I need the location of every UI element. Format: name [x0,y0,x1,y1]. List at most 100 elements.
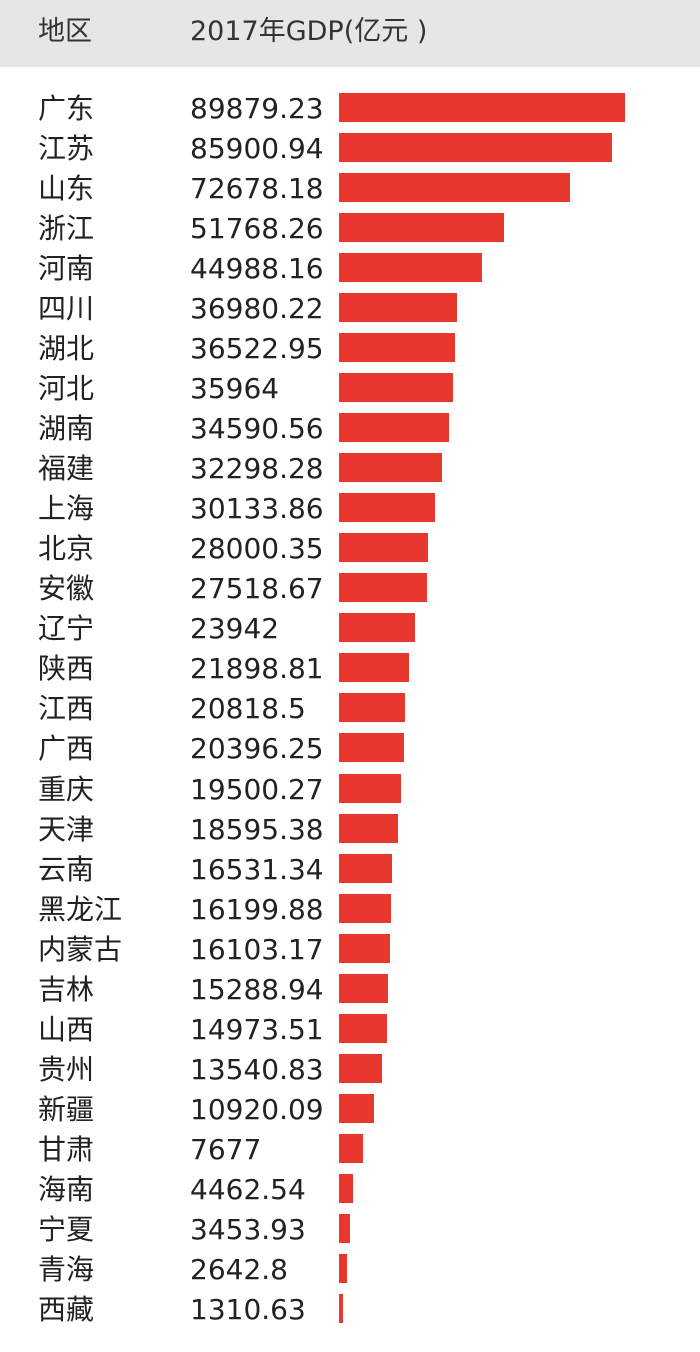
gdp-value-label: 21898.81 [190,652,324,686]
region-label: 北京 [38,532,95,566]
gdp-bar [339,293,457,323]
gdp-value-label: 34590.56 [190,412,324,446]
gdp-bar [339,373,454,403]
chart-row: 山西 14973.51 [0,1010,700,1050]
gdp-bar [339,733,404,763]
region-label: 山东 [38,172,95,206]
gdp-value-label: 3453.93 [190,1212,306,1246]
gdp-column-header: 2017年GDP(亿元 ) [190,16,428,47]
gdp-value-label: 36522.95 [190,332,324,366]
region-label: 天津 [38,812,95,846]
chart-row: 内蒙古 16103.17 [0,930,700,970]
gdp-value-label: 20818.5 [190,692,306,726]
chart-row: 西藏 1310.63 [0,1290,700,1330]
gdp-value-label: 14973.51 [190,1012,324,1046]
region-label: 山西 [38,1012,95,1046]
gdp-bar [339,453,442,483]
gdp-bar [339,253,483,283]
region-label: 湖北 [38,332,95,366]
gdp-bar [339,133,613,163]
chart-row: 湖南 34590.56 [0,409,700,449]
chart-row: 陕西 21898.81 [0,649,700,689]
region-label: 陕西 [38,652,95,686]
region-label: 浙江 [38,212,95,246]
gdp-value-label: 89879.23 [190,92,324,125]
gdp-bar [339,1293,344,1323]
gdp-bar [339,173,571,203]
gdp-value-label: 27518.67 [190,572,324,606]
gdp-value-label: 44988.16 [190,252,324,286]
gdp-bar [339,893,391,923]
gdp-bar [339,853,392,883]
region-label: 广西 [38,732,95,766]
gdp-bar [339,1133,364,1163]
chart-row: 山东 72678.18 [0,169,700,209]
gdp-bar [339,973,388,1003]
chart-row: 辽宁 23942 [0,609,700,649]
gdp-value-label: 2642.8 [190,1252,288,1286]
gdp-bar [339,773,402,803]
region-label: 辽宁 [38,612,95,646]
gdp-bar [339,413,450,443]
gdp-bar [339,1253,348,1283]
gdp-value-label: 7677 [190,1132,262,1166]
gdp-value-label: 13540.83 [190,1052,324,1086]
region-label: 广东 [38,92,95,125]
gdp-value-label: 85900.94 [190,132,324,166]
chart-row: 云南 16531.34 [0,850,700,890]
gdp-bar [339,493,435,523]
chart-row: 海南 4462.54 [0,1170,700,1210]
chart-row: 上海 30133.86 [0,489,700,529]
gdp-value-label: 19500.27 [190,772,324,806]
region-label: 上海 [38,492,95,526]
region-label: 西藏 [38,1292,95,1326]
gdp-value-label: 30133.86 [190,492,324,526]
gdp-bar [339,653,409,683]
gdp-bar [339,1093,374,1123]
region-label: 青海 [38,1252,95,1286]
gdp-bar [339,1173,354,1203]
chart-row: 广东 89879.23 [0,89,700,129]
gdp-bar [339,1053,383,1083]
gdp-value-label: 32298.28 [190,452,324,486]
chart-row: 安徽 27518.67 [0,569,700,609]
chart-row: 广西 20396.25 [0,729,700,769]
region-label: 福建 [38,452,95,486]
gdp-bar [339,613,416,643]
gdp-bar [339,1013,387,1043]
gdp-value-label: 15288.94 [190,972,324,1006]
chart-row: 宁夏 3453.93 [0,1210,700,1250]
gdp-value-label: 1310.63 [190,1292,306,1326]
table-header: 地区 2017年GDP(亿元 ) [0,0,700,67]
gdp-bar [339,213,504,243]
gdp-value-label: 36980.22 [190,292,324,326]
chart-row: 吉林 15288.94 [0,970,700,1010]
region-label: 内蒙古 [38,932,123,966]
chart-row: 甘肃 7677 [0,1130,700,1170]
gdp-value-label: 16531.34 [190,852,324,886]
chart-row: 河南 44988.16 [0,249,700,289]
region-label: 河南 [38,252,95,286]
region-label: 甘肃 [38,1132,95,1166]
gdp-value-label: 28000.35 [190,532,324,566]
gdp-value-label: 4462.54 [190,1172,306,1206]
gdp-value-label: 23942 [190,612,280,646]
gdp-bar [339,573,427,603]
gdp-bar [339,333,456,363]
gdp-bar [339,933,391,963]
region-label: 新疆 [38,1092,95,1126]
region-label: 安徽 [38,572,95,606]
region-label: 河北 [38,372,95,406]
gdp-value-label: 72678.18 [190,172,324,206]
region-label: 黑龙江 [38,892,123,926]
region-label: 湖南 [38,412,95,446]
gdp-value-label: 51768.26 [190,212,324,246]
gdp-bar [339,93,625,122]
gdp-value-label: 20396.25 [190,732,324,766]
region-label: 海南 [38,1172,95,1206]
chart-row: 浙江 51768.26 [0,209,700,249]
gdp-bar [339,1213,350,1243]
region-column-header: 地区 [38,16,92,47]
gdp-value-label: 16199.88 [190,892,324,926]
